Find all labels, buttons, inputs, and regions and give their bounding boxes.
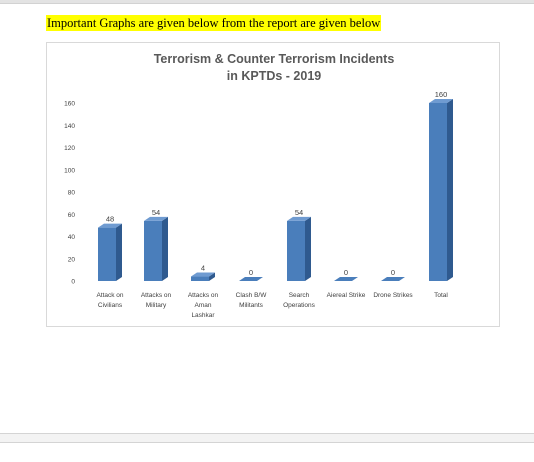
y-tick-label: 0 (71, 279, 75, 286)
bar-front (287, 220, 305, 281)
y-axis-ticks: 0 20 40 60 80 100 120 140 160 (64, 101, 75, 286)
category-label: Lashkar (191, 312, 215, 319)
chart-frame: Terrorism & Counter Terrorism Incidents … (46, 42, 500, 327)
data-label: 4 (201, 264, 205, 273)
category-label: Aiereal Strike (327, 292, 366, 299)
data-label: 0 (391, 268, 395, 277)
bar (381, 277, 405, 281)
category-labels-group: Attack on Civilians Attacks on Military Atta… (96, 292, 448, 319)
category-label: Total (434, 292, 448, 299)
bar (239, 277, 263, 281)
category-label: Attacks on (141, 292, 172, 299)
bar-top (144, 216, 168, 221)
category-label: Militants (239, 302, 264, 309)
y-tick-label: 40 (68, 234, 76, 241)
chart-title-line-2: in KPTDs - 2019 (227, 69, 322, 83)
category-label: Search (289, 292, 310, 299)
bar-zero (381, 277, 405, 281)
data-label: 0 (249, 268, 253, 277)
bar (429, 99, 453, 281)
y-tick-label: 20 (68, 256, 76, 263)
category-label: Operations (283, 302, 316, 309)
category-label: Clash B/W (236, 292, 268, 299)
data-label: 0 (344, 268, 348, 277)
chart-title-line-1: Terrorism & Counter Terrorism Incidents (154, 52, 395, 66)
bar (144, 216, 168, 281)
bar (98, 223, 122, 281)
y-tick-label: 60 (68, 212, 76, 219)
bar-top (287, 216, 311, 221)
bar-chart: Terrorism & Counter Terrorism Incidents … (64, 52, 453, 319)
data-label: 48 (106, 215, 114, 224)
category-label: Drone Strikes (373, 292, 413, 299)
highlighted-intro-text: Important Graphs are given below from th… (46, 15, 382, 31)
window-bottom-scrollbar (0, 433, 534, 443)
y-tick-label: 120 (64, 145, 75, 152)
bar-top (98, 223, 122, 228)
category-label: Aman (195, 302, 212, 309)
y-tick-label: 160 (64, 101, 75, 108)
category-label: Attacks on (188, 292, 219, 299)
data-label: 54 (152, 208, 160, 217)
bar-zero (239, 277, 263, 281)
category-label: Military (146, 302, 167, 309)
y-tick-label: 80 (68, 190, 76, 197)
bar (334, 277, 358, 281)
data-label: 54 (295, 208, 303, 217)
bar-front (98, 227, 116, 281)
bar-side (305, 216, 311, 281)
bar-front (191, 276, 209, 281)
bar-side (116, 223, 122, 281)
bar-front (144, 220, 162, 281)
bars-group (98, 99, 453, 281)
category-label: Civilians (98, 302, 123, 309)
data-label: 160 (435, 90, 448, 99)
data-labels-group: 48 54 4 0 54 0 0 160 (106, 90, 447, 277)
category-label: Attack on (96, 292, 123, 299)
bar-front (429, 103, 447, 281)
bar-zero (334, 277, 358, 281)
bar-side (162, 216, 168, 281)
bar (287, 216, 311, 281)
bar-top (191, 272, 215, 277)
bar-side (447, 99, 453, 281)
bar-side (209, 272, 215, 281)
y-tick-label: 140 (64, 123, 75, 130)
bar-top (429, 99, 453, 103)
bar (191, 272, 215, 281)
y-tick-label: 100 (64, 167, 75, 174)
window-top-edge (0, 0, 534, 4)
